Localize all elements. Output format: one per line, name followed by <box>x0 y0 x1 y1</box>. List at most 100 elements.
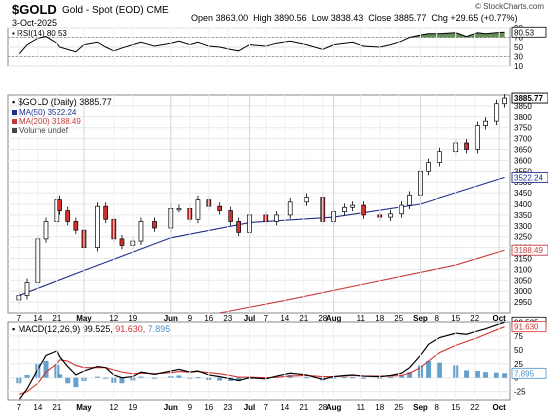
candle-up <box>426 162 431 172</box>
x-axis-label-bottom: 7 <box>17 403 22 412</box>
macd-histogram-bar <box>341 377 347 379</box>
x-axis-label: 9 <box>188 314 193 323</box>
x-axis-label: Jun <box>164 314 178 323</box>
candle-up <box>388 213 393 218</box>
candle-up <box>274 214 279 222</box>
x-axis-label-bottom: 12 <box>109 403 118 412</box>
candle-up <box>350 204 355 208</box>
macd-histogram-bar <box>388 377 394 379</box>
macd-histogram-bar <box>474 371 480 378</box>
x-axis-label: 23 <box>223 314 232 323</box>
candle-down <box>217 205 223 211</box>
price-tick-label: 3700 <box>514 135 532 144</box>
candle-down <box>119 238 125 246</box>
macd-histogram-bar <box>502 373 508 378</box>
macd-signal-tag <box>511 321 547 333</box>
candle-down <box>228 210 233 222</box>
candle-up <box>475 125 480 150</box>
x-axis-label-bottom: Sep <box>413 403 428 412</box>
x-axis-label: Sep <box>413 314 428 323</box>
x-axis-label-bottom: 21 <box>299 403 308 412</box>
x-axis-label-bottom: 14 <box>33 403 42 412</box>
rsi-tick-label: 30 <box>514 53 523 62</box>
macd-histogram-bar <box>436 362 442 378</box>
rsi-tick-label: 50 <box>514 43 523 52</box>
macd-label: ▪ MACD(12,26,9) 99.525, 91.630, 7.895 <box>12 324 170 334</box>
macd-histogram-bar <box>103 377 109 379</box>
x-axis-label: 21 <box>299 314 308 323</box>
macd-histogram-bar <box>426 361 432 378</box>
price-tick-label: 3300 <box>514 222 532 231</box>
macd-histogram-bar <box>398 375 404 378</box>
macd-label-part: ▪ MACD(12,26,9) <box>12 324 83 334</box>
price-tick-label: 3100 <box>514 265 532 274</box>
x-axis-label-bottom: May <box>76 403 92 412</box>
candle-up <box>494 103 499 122</box>
x-axis-label-bottom: 21 <box>52 403 61 412</box>
symbol-title: $GOLD <box>12 2 57 17</box>
x-axis-label-bottom: 14 <box>280 403 289 412</box>
legend-entry: Volume undef <box>19 126 69 135</box>
x-axis-label: 15 <box>451 314 460 323</box>
candle-up <box>43 221 49 240</box>
open-value: 3863.00 <box>215 13 249 23</box>
legend-entry: MA(200) 3188.49 <box>19 117 81 126</box>
candle-up <box>399 204 404 215</box>
ma50-value-tag <box>511 171 548 183</box>
x-axis-label-bottom: Aug <box>326 403 342 412</box>
rsi-tick-label: 70 <box>514 34 523 43</box>
x-axis-label: 16 <box>204 314 213 323</box>
price-tick-label: 3600 <box>514 156 532 165</box>
macd-histogram-bar <box>43 361 49 378</box>
x-axis-label-bottom: 8 <box>435 403 440 412</box>
price-tick-label: 3400 <box>514 200 532 209</box>
candle-down <box>464 142 469 150</box>
low-label: Low <box>311 13 329 23</box>
x-axis-label-bottom: 25 <box>394 403 403 412</box>
x-axis-label: Aug <box>326 314 342 323</box>
macd-histogram-bar <box>464 370 470 378</box>
macd-label-part: 99.525, <box>83 324 116 334</box>
macd-histogram-bar <box>483 372 489 378</box>
candle-up <box>24 282 30 296</box>
macd-line <box>18 321 505 401</box>
candle-up <box>138 221 144 242</box>
x-axis-label-bottom: 28 <box>318 403 327 412</box>
x-axis-label: 7 <box>264 314 269 323</box>
x-axis-label: 21 <box>52 314 61 323</box>
macd-tick-label: 25 <box>514 360 523 369</box>
ma200-value-tag <box>511 244 548 256</box>
price-tick-label: 3000 <box>514 287 532 296</box>
high-value: 3890.56 <box>274 13 307 23</box>
macd-histogram-bar <box>152 377 158 379</box>
x-axis-label: 18 <box>375 314 384 323</box>
macd-histogram-bar <box>95 376 101 378</box>
x-axis-label: May <box>76 314 92 323</box>
x-axis-label: 14 <box>33 314 42 323</box>
candle-up <box>342 206 347 212</box>
candle-down <box>236 221 241 233</box>
ma200-value-tag-text: 3188.49 <box>514 246 543 255</box>
price-tick-label: 3800 <box>514 113 532 122</box>
candle-up <box>287 201 293 216</box>
candle-down <box>65 210 71 222</box>
price-tick-label: 3550 <box>514 167 532 176</box>
macd-histogram-bar <box>303 377 309 379</box>
price-tick-label: 3650 <box>514 146 532 155</box>
macd-histogram-bar <box>65 377 71 384</box>
rsi-tick-label: 10 <box>514 62 523 71</box>
price-panel-title: ▪ $GOLD (Daily) 3885.77 <box>12 97 112 107</box>
x-axis-label-bottom: Oct <box>492 403 506 412</box>
close-value: 3885.77 <box>393 13 427 23</box>
rsi-value-tag <box>511 26 547 38</box>
chg-value: +29.65 (+0.77%) <box>450 13 518 23</box>
x-axis-label-bottom: 7 <box>264 403 269 412</box>
macd-signal-line <box>18 326 505 395</box>
legend-swatch <box>12 110 17 115</box>
macd-tick-label: 50 <box>514 346 523 355</box>
x-axis-label-bottom: 9 <box>188 403 193 412</box>
x-axis-label-bottom: 19 <box>128 403 137 412</box>
x-axis-label: Oct <box>492 314 506 323</box>
candle-down <box>103 205 109 220</box>
x-axis-label-bottom: 23 <box>223 403 232 412</box>
